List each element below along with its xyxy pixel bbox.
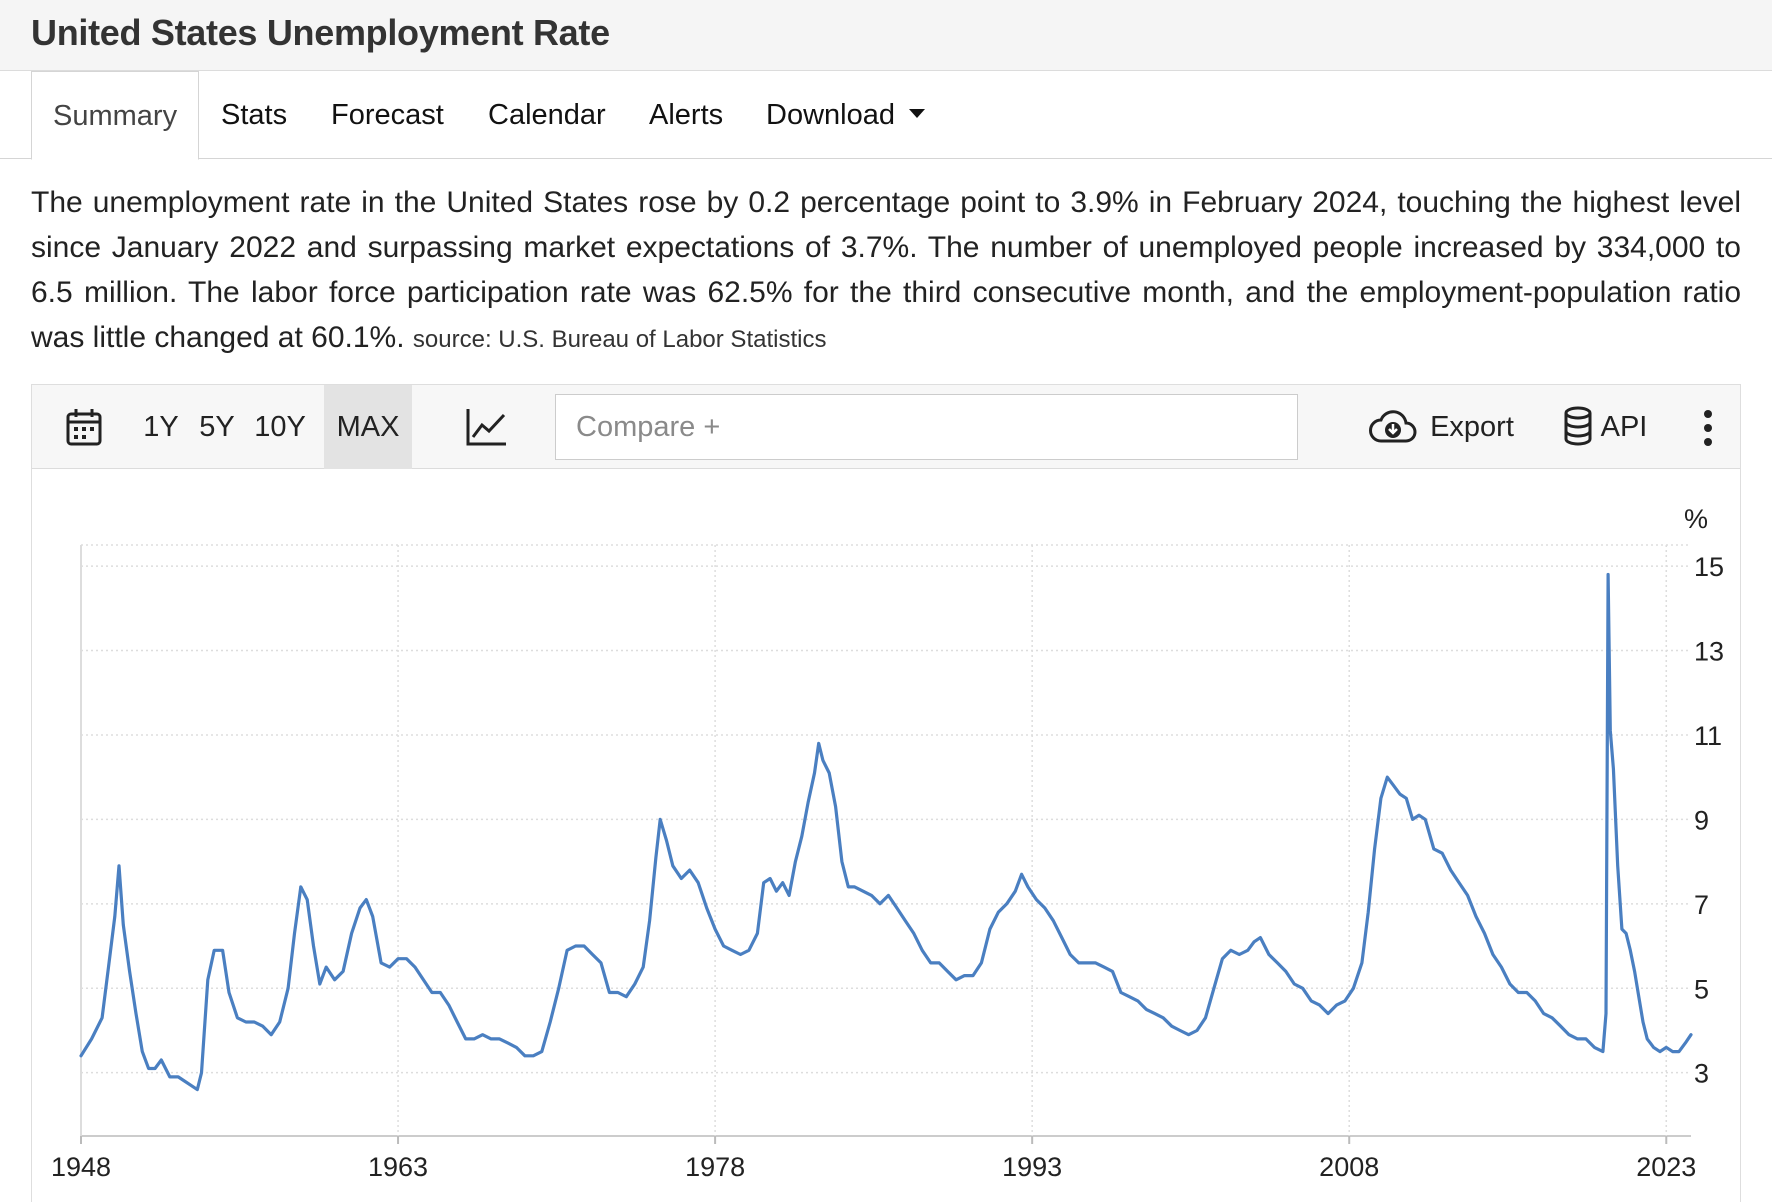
tab-download-label: Download: [766, 99, 895, 131]
chart-axis-labels: 3 5 7 9 11 13 15% 1948 1963 1978 1993 2008 2023: [51, 504, 1724, 1182]
chart-toolbar: 1Y 5Y 10Y MAX Export API: [32, 385, 1740, 469]
tab-summary[interactable]: Summary: [31, 71, 200, 160]
chart-panel: 1Y 5Y 10Y MAX Export API: [31, 384, 1741, 1202]
tab-alerts[interactable]: Alerts: [649, 99, 724, 131]
tab-bar: Summary Stats Forecast Calendar Alerts D…: [0, 71, 1772, 160]
range-5y-button[interactable]: 5Y: [199, 411, 235, 443]
x-tick-label: 2008: [1319, 1152, 1379, 1182]
tab-calendar[interactable]: Calendar: [488, 99, 606, 131]
chart-grid: [80, 544, 1691, 1144]
x-tick-label: 1948: [51, 1152, 111, 1182]
y-tick-label: 13: [1694, 637, 1724, 667]
range-10y-button[interactable]: 10Y: [254, 411, 306, 443]
y-tick-label: 15: [1694, 552, 1724, 582]
title-bar: United States Unemployment Rate: [0, 0, 1772, 71]
tab-stats[interactable]: Stats: [221, 99, 288, 131]
summary-paragraph: The unemployment rate in the United Stat…: [31, 180, 1741, 362]
database-icon[interactable]: [1563, 406, 1593, 446]
line-chart-icon[interactable]: [466, 407, 508, 447]
page-title: United States Unemployment Rate: [31, 12, 610, 53]
cloud-download-icon[interactable]: [1369, 410, 1417, 444]
summary-text: The unemployment rate in the United Stat…: [31, 186, 1741, 354]
caret-down-icon: [908, 108, 925, 118]
tab-forecast[interactable]: Forecast: [331, 99, 444, 131]
api-button[interactable]: API: [1600, 411, 1648, 443]
compare-input[interactable]: [555, 394, 1298, 460]
x-tick-label: 1993: [1002, 1152, 1062, 1182]
x-tick-label: 1978: [685, 1152, 745, 1182]
chart-series-layer: [79, 572, 1693, 1092]
range-1y-button[interactable]: 1Y: [143, 411, 179, 443]
export-button[interactable]: Export: [1430, 411, 1514, 443]
y-axis-unit-label: %: [1684, 504, 1708, 534]
y-tick-label: 5: [1694, 974, 1709, 1004]
calendar-icon[interactable]: [66, 408, 102, 446]
y-tick-label: 7: [1694, 890, 1709, 920]
x-tick-label: 2023: [1636, 1152, 1696, 1182]
y-tick-label: 9: [1694, 805, 1709, 835]
range-max-button[interactable]: MAX: [324, 385, 412, 469]
summary-source: source: U.S. Bureau of Labor Statistics: [412, 326, 827, 353]
x-tick-label: 1963: [368, 1152, 428, 1182]
unemployment-rate-series-line[interactable]: [79, 572, 1693, 1092]
y-tick-label: 3: [1694, 1059, 1709, 1089]
y-tick-label: 11: [1694, 721, 1722, 751]
tab-download[interactable]: Download: [766, 71, 925, 159]
unemployment-line-chart: 3 5 7 9 11 13 15% 1948 1963 1978 1993 2008 2023: [51, 504, 1724, 1182]
more-vertical-icon[interactable]: [1703, 410, 1713, 446]
